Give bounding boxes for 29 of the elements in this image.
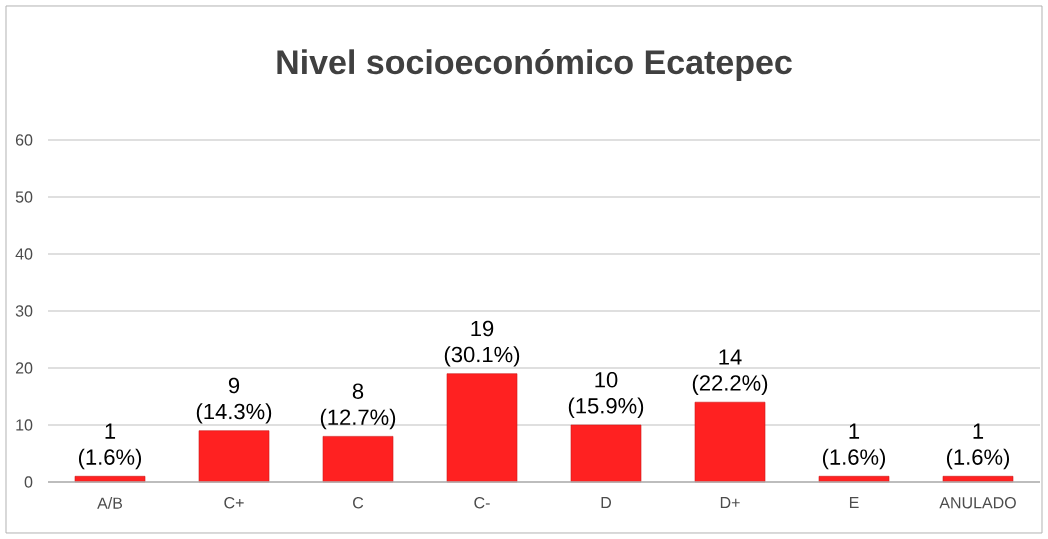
x-tick-label: C (353, 497, 364, 509)
y-tick-label: 10 (16, 419, 33, 431)
y-tick-label: 0 (24, 476, 33, 488)
x-tick-label: D (601, 497, 612, 509)
data-label: 10 (15.9%) (568, 372, 644, 418)
y-tick-label: 30 (15, 305, 33, 317)
data-label: 8 (12.7%) (320, 383, 396, 430)
bar (322, 436, 394, 483)
bar (694, 401, 766, 483)
x-tick-label: C+ (224, 497, 244, 509)
bar (198, 430, 270, 483)
x-tick-label: E (849, 497, 859, 509)
data-label: 1 (1.6%) (822, 423, 886, 470)
chart-title: Nivel socioeconómico Ecatepec (277, 48, 792, 81)
data-label: 9 (14.3%) (196, 377, 272, 424)
data-label: 14 (22.2%) (692, 349, 768, 396)
y-tick-label: 50 (15, 191, 33, 203)
y-tick-label: 20 (15, 362, 33, 374)
y-tick-label: 60 (15, 134, 33, 146)
x-tick-label: A/B (97, 497, 123, 509)
data-label: 1 (1.6%) (78, 423, 142, 470)
bar (446, 373, 518, 483)
x-tick-label: C- (474, 497, 490, 509)
bar (570, 424, 642, 483)
data-label: 1 (1.6%) (946, 423, 1010, 470)
y-tick-label: 40 (15, 248, 33, 260)
data-label: 19 (30.1%) (444, 320, 520, 367)
x-tick-label: D+ (720, 497, 740, 509)
x-tick-label: ANULADO (939, 497, 1016, 509)
